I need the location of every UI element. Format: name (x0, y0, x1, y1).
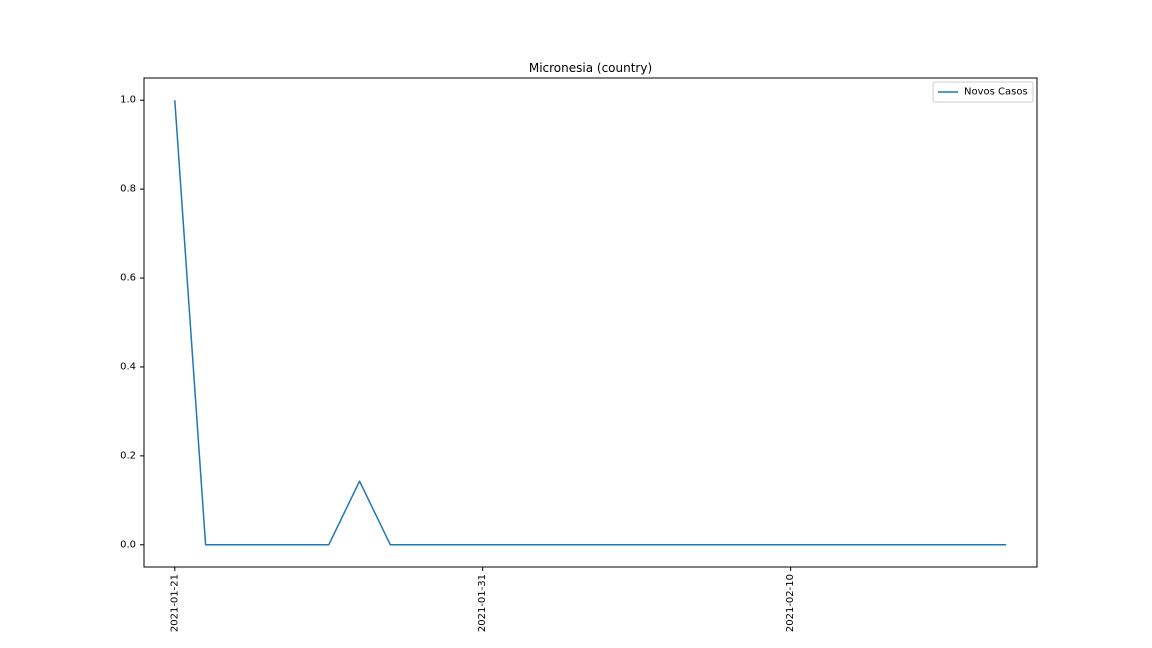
y-tick-label: 0.6 (120, 273, 136, 284)
y-tick-label: 1.0 (120, 95, 136, 106)
legend-box (932, 81, 1034, 103)
axes-frame (143, 77, 1038, 568)
x-tick-label: 2021-02-10 (785, 574, 796, 632)
x-tick-label: 2021-01-21 (169, 574, 180, 632)
y-axis: 0.0 0.2 0.4 0.6 0.8 1.0 (120, 95, 144, 550)
y-tick-label: 0.2 (120, 450, 136, 461)
y-tick-label: 0.4 (120, 361, 136, 372)
y-tick-label: 0.0 (120, 539, 136, 550)
y-tick-label: 0.8 (120, 184, 136, 195)
chart-title: Micronesia (country) (529, 61, 652, 75)
x-axis: 2021-01-21 2021-01-31 2021-02-10 (169, 567, 796, 632)
legend-label: Novos Casos (964, 87, 1028, 98)
series-line-0 (174, 100, 1007, 546)
plot-area (174, 100, 1007, 546)
legend: Novos Casos (932, 81, 1034, 103)
x-tick-label: 2021-01-31 (477, 574, 488, 632)
